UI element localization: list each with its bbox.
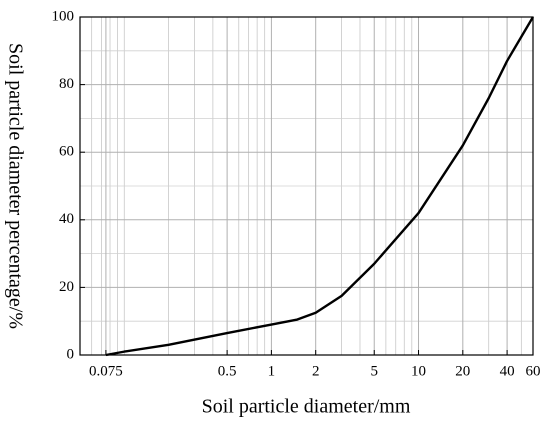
y-tick-label: 40 — [59, 211, 74, 227]
x-tick-label: 5 — [370, 363, 378, 379]
x-tick-label: 1 — [268, 363, 276, 379]
x-tick-label: 20 — [455, 363, 470, 379]
y-tick-label: 0 — [67, 346, 75, 362]
x-tick-label: 60 — [526, 363, 541, 379]
y-tick-label: 80 — [59, 76, 74, 92]
y-tick-label: 60 — [59, 144, 74, 160]
x-tick-label: 10 — [411, 363, 426, 379]
x-tick-label: 0.5 — [218, 363, 237, 379]
x-axis-title: Soil particle diameter/mm — [202, 396, 411, 418]
y-tick-label: 100 — [52, 8, 75, 24]
x-tick-label: 2 — [312, 363, 320, 379]
y-axis-title: Soil particle diameter percentage/% — [4, 43, 26, 329]
x-tick-label: 0.075 — [89, 363, 123, 379]
y-tick-label: 20 — [59, 279, 74, 295]
plot-frame — [79, 16, 534, 356]
data-line — [105, 16, 535, 357]
x-tick-label: 40 — [500, 363, 515, 379]
